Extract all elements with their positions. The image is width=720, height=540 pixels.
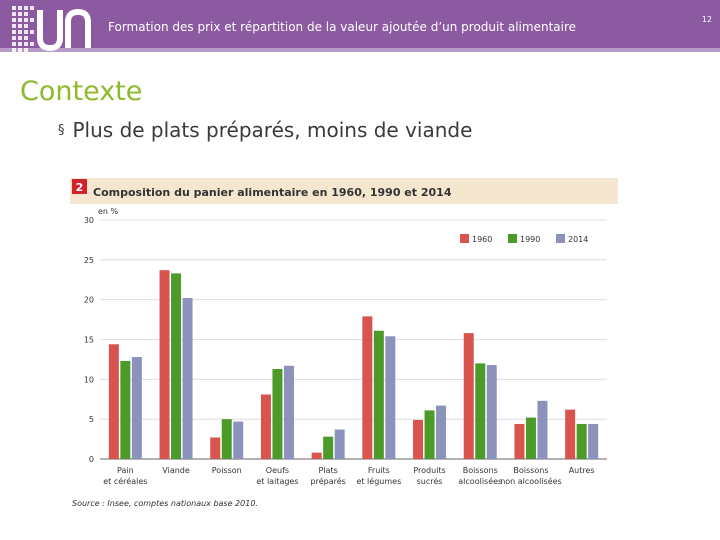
x-tick-label: Oeufs et laitages [256, 466, 298, 486]
x-tick-label-line: Plats [319, 466, 338, 475]
bar-1960 [108, 344, 119, 459]
bar-1990 [525, 417, 536, 459]
bar-1990 [221, 419, 232, 459]
bar-1990 [373, 330, 384, 459]
x-tick-label: Produits sucrés [413, 466, 445, 486]
bar-2014 [436, 405, 447, 459]
y-tick-label: 25 [84, 256, 94, 265]
bar-2014 [486, 364, 497, 459]
bullet-icon: § [58, 123, 65, 138]
bar-2014 [182, 298, 193, 459]
x-tick-label: Autres [569, 466, 595, 475]
bar-2014 [334, 429, 345, 459]
page-number: 12 [701, 15, 712, 24]
bar-2014 [537, 400, 548, 459]
bar-1990 [475, 363, 486, 459]
y-axis-label: en % [98, 207, 119, 216]
x-tick-label-line: Boissons [463, 466, 498, 475]
figure-number: 2 [76, 181, 84, 194]
bar-chart: 2 Composition du panier alimentaire en 1… [70, 176, 622, 510]
bar-2014 [283, 365, 294, 459]
x-tick-label-line: Pain [117, 466, 134, 475]
bar-1990 [424, 410, 435, 459]
legend-label: 1990 [520, 235, 540, 244]
header-bar [0, 0, 720, 48]
y-tick-label: 15 [84, 336, 94, 345]
bar-2014 [588, 423, 599, 459]
header-divider [0, 48, 720, 52]
x-tick-label-line: Boissons [513, 466, 548, 475]
bar-1960 [260, 394, 271, 459]
x-tick-label-line: sucrés [417, 476, 443, 486]
chart-title: Composition du panier alimentaire en 196… [93, 186, 452, 199]
x-tick-label-line: Viande [162, 466, 190, 475]
y-tick-label: 0 [89, 455, 94, 464]
legend-swatch-1960 [460, 234, 469, 243]
x-tick-label-line: Autres [569, 466, 595, 475]
x-tick-label-line: et céréales [103, 476, 147, 486]
bar-1990 [120, 361, 131, 459]
chart-source: Source : Insee, comptes nationaux base 2… [72, 499, 258, 508]
bar-2014 [233, 421, 244, 459]
bullet-text: Plus de plats préparés, moins de viande [72, 118, 473, 142]
x-tick-label: Boissons alcoolisées [458, 466, 502, 486]
x-tick-label: Fruits et légumes [356, 466, 401, 486]
bar-1960 [159, 270, 170, 459]
bar-1960 [413, 419, 424, 459]
x-tick-label: Boissons non alcoolisées [500, 466, 562, 486]
x-tick-label-line: préparés [311, 476, 346, 486]
y-tick-label: 20 [84, 296, 94, 305]
bar-1990 [323, 436, 334, 459]
chart-title-band [70, 178, 618, 204]
x-tick-label-line: alcoolisées [458, 476, 502, 486]
x-tick-label-line: Oeufs [266, 466, 289, 475]
bar-1990 [576, 423, 587, 459]
y-tick-label: 5 [89, 415, 94, 424]
legend-label: 2014 [568, 235, 588, 244]
bar-1990 [171, 273, 182, 459]
x-tick-label-line: non alcoolisées [500, 476, 562, 486]
bar-1960 [311, 452, 322, 459]
bar-2014 [385, 336, 396, 459]
x-tick-label-line: Produits [413, 466, 445, 475]
legend-label: 1960 [472, 235, 492, 244]
bar-1960 [565, 409, 576, 459]
legend-swatch-1990 [508, 234, 517, 243]
chart-background [70, 176, 622, 510]
bar-1990 [272, 368, 283, 459]
bar-1960 [362, 316, 373, 459]
bar-1960 [463, 333, 474, 459]
x-tick-label: Viande [162, 466, 190, 475]
section-title: Contexte [20, 76, 143, 107]
x-tick-label: Poisson [212, 466, 242, 475]
presentation-title: Formation des prix et répartition de la … [108, 20, 577, 34]
x-tick-label-line: Poisson [212, 466, 242, 475]
legend-swatch-2014 [556, 234, 565, 243]
bar-2014 [131, 357, 142, 459]
bullet-item: § Plus de plats préparés, moins de viande [58, 118, 472, 142]
bar-1960 [210, 437, 221, 459]
university-logo-icon [12, 6, 91, 52]
y-tick-label: 10 [84, 375, 94, 384]
figure-number-badge [72, 179, 87, 194]
x-tick-label-line: et laitages [256, 477, 298, 486]
x-tick-label: Pain et céréales [103, 466, 147, 486]
y-tick-label: 30 [84, 216, 94, 225]
x-tick-label: Plats préparés [311, 466, 346, 486]
x-tick-label-line: Fruits [368, 466, 390, 475]
bar-1960 [514, 423, 525, 459]
x-tick-label-line: et légumes [356, 476, 401, 486]
